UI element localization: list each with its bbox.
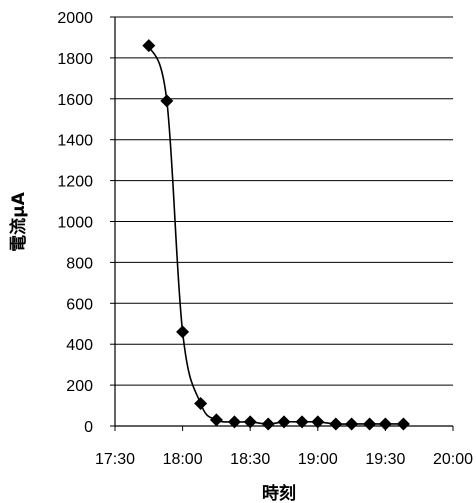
y-tick-label: 1600: [57, 92, 93, 109]
data-point-marker: [142, 39, 156, 53]
y-tick-label: 1200: [57, 174, 93, 191]
data-point-marker: [378, 417, 392, 431]
y-tick-label: 1400: [57, 133, 93, 150]
x-tick-label: 19:30: [365, 451, 405, 468]
x-tick-label: 20:00: [433, 451, 473, 468]
data-point-marker: [261, 417, 275, 431]
x-tick-label: 18:30: [230, 451, 270, 468]
axes: [110, 16, 454, 431]
data-point-marker: [329, 417, 343, 431]
y-tick-label: 0: [84, 419, 93, 436]
y-tick-label: 800: [66, 255, 93, 272]
data-point-marker: [295, 415, 309, 429]
data-point-marker: [194, 397, 208, 410]
series-line: [148, 45, 404, 425]
data-point-marker: [345, 417, 359, 431]
y-tick-label: 1800: [57, 51, 93, 68]
data-point-marker: [363, 417, 377, 431]
y-tick-label: 2000: [57, 10, 93, 27]
gridlines: [115, 16, 453, 386]
data-point-marker: [227, 415, 241, 429]
data-point-marker: [176, 325, 190, 339]
x-axis-title: 時刻: [262, 483, 296, 503]
x-tick-label: 17:30: [95, 451, 135, 468]
axis-titles: 時刻 電流μA: [8, 191, 296, 503]
data-point-marker: [243, 415, 257, 429]
series-layer: [142, 39, 410, 431]
data-point-marker: [311, 415, 325, 429]
y-tick-label: 600: [66, 296, 93, 313]
x-tick-label: 19:00: [298, 451, 338, 468]
data-point-marker: [160, 94, 174, 108]
y-tick-label: 1000: [57, 215, 93, 232]
y-tick-label: 400: [66, 337, 93, 354]
tick-labels: 0 200 400 600 800 1000 1200 1400 1600 1800 2000 17:…: [57, 10, 473, 468]
x-tick-label: 18:00: [163, 451, 203, 468]
data-point-marker: [209, 413, 223, 427]
data-point-marker: [277, 415, 291, 429]
y-tick-label: 200: [66, 378, 93, 395]
data-point-marker: [396, 417, 410, 431]
y-axis-title: 電流μA: [8, 191, 29, 252]
